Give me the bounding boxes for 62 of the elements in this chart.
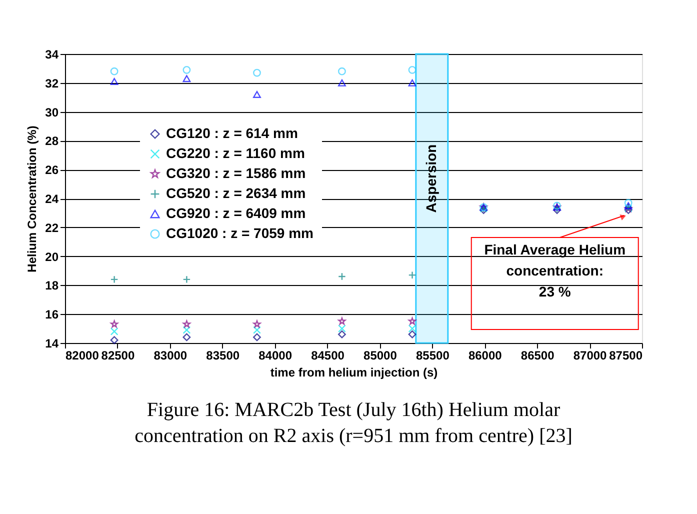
point <box>182 326 191 334</box>
y-tick-label: 20 <box>45 250 59 264</box>
x-tick-label: 82000 <box>66 348 100 362</box>
x-tick-label: 84000 <box>258 348 292 362</box>
point <box>408 66 416 74</box>
point <box>408 271 416 280</box>
legend-label: CG1020 : z = 7059 mm <box>166 225 314 241</box>
y-tick-label: 26 <box>45 163 59 178</box>
y-tick-label: 24 <box>45 192 59 206</box>
point <box>182 275 191 284</box>
point <box>253 326 261 334</box>
y-tick-label: 18 <box>45 278 59 293</box>
legend-label: CG320 : z = 1586 mm <box>166 165 306 181</box>
point <box>110 67 118 76</box>
x-tick-label: 85000 <box>364 348 398 362</box>
x-tick-label: 86500 <box>520 348 555 362</box>
x-tick-label: 86000 <box>468 348 502 362</box>
y-tick-label: 28 <box>45 134 59 148</box>
y-tick-label: 30 <box>45 105 59 120</box>
x-tick-label: 82500 <box>101 348 135 362</box>
x-tick-label: 84500 <box>311 348 345 362</box>
x-tick-label: 83500 <box>206 348 240 362</box>
point <box>182 75 191 82</box>
point <box>408 79 416 86</box>
point <box>408 330 416 338</box>
legend-label: CG120 : z = 614 mm <box>166 125 298 141</box>
point <box>253 333 261 342</box>
point <box>110 78 118 85</box>
y-tick-label: 14 <box>45 336 59 350</box>
point <box>408 324 416 333</box>
point <box>338 330 346 338</box>
annotation: Final Average Helium concentration: 23 % <box>484 242 626 300</box>
legend-label: CG920 : z = 6409 mm <box>166 205 306 221</box>
point <box>110 275 118 284</box>
x-tick-label: 83000 <box>154 348 188 362</box>
point <box>110 327 118 336</box>
point <box>253 68 261 77</box>
point <box>182 333 191 342</box>
point <box>253 320 261 328</box>
point <box>338 79 346 86</box>
legend-label: CG220 : z = 1160 mm <box>166 145 305 161</box>
x-tick-label: 87500 <box>609 348 643 362</box>
point <box>253 90 261 98</box>
point <box>338 272 346 280</box>
y-tick-label: 22 <box>45 220 59 235</box>
band-label: Aspersion <box>422 144 439 213</box>
point <box>110 336 118 344</box>
y-axis-title: Helium Concentration (%) <box>25 126 40 272</box>
legend-label: CG520 : z = 2634 mm <box>166 185 306 201</box>
point <box>182 66 191 74</box>
x-axis-title: time from helium injection (s) <box>270 366 438 380</box>
y-tick-label: 32 <box>45 76 59 90</box>
y-tick-label: 34 <box>45 48 59 62</box>
x-tick-label: 85500 <box>416 348 450 362</box>
point <box>338 324 346 333</box>
point <box>624 198 632 207</box>
text: Figure 16: MARC2b Test (July 16th) Helium molar concentration on R2 axis (r=951 mm from centre) [23] <box>134 399 572 447</box>
point <box>408 317 416 325</box>
x-tick-label: 87000 <box>573 348 608 362</box>
y-tick-label: 16 <box>45 308 59 322</box>
point <box>338 317 346 325</box>
point <box>338 67 346 76</box>
